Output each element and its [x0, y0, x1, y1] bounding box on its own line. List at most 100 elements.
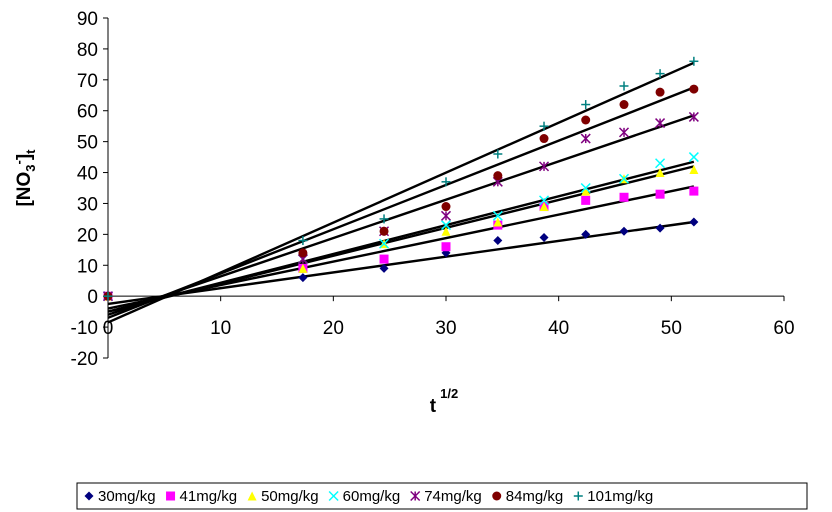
data-point [581, 186, 591, 196]
x-tick-label: 30 [435, 318, 456, 339]
x-tick-label: 50 [661, 318, 682, 339]
data-point [655, 189, 665, 199]
data-point [298, 248, 308, 258]
data-point [688, 152, 699, 163]
legend-box [76, 482, 808, 510]
y-tick-label: 10 [77, 256, 98, 277]
data-point [441, 242, 451, 252]
x-tick-label: 10 [210, 318, 231, 339]
x-tick-label: 0 [103, 318, 114, 339]
legend: 30mg/kg 41mg/kg 50mg/kg 60mg/kg 74mg/kg 84mg/… [84, 488, 653, 505]
data-point [655, 158, 666, 169]
legend-marker [492, 491, 502, 501]
legend-item: 41mg/kg [166, 488, 237, 505]
legend-item: 74mg/kg [410, 488, 482, 505]
x-tick-label: 20 [323, 318, 344, 339]
legend-item: 84mg/kg [492, 488, 563, 505]
legend-label: 74mg/kg [424, 488, 482, 505]
data-point [619, 192, 629, 202]
legend-marker [84, 491, 94, 501]
data-point [103, 291, 113, 301]
fit-lines [107, 61, 695, 324]
y-tick-label: -20 [71, 349, 98, 370]
data-point [689, 186, 699, 196]
data-point [379, 214, 389, 224]
data-point [298, 263, 308, 273]
data-point [538, 161, 550, 172]
y-tick-label: 50 [77, 133, 98, 154]
legend-marker [410, 490, 421, 502]
data-point [379, 238, 390, 249]
fit-line [107, 160, 695, 313]
data-point [539, 134, 549, 144]
data-point [581, 115, 591, 125]
legend-marker [328, 490, 339, 502]
data-point [493, 171, 503, 181]
legend-label: 41mg/kg [180, 488, 238, 505]
legend-item: 30mg/kg [84, 488, 156, 505]
data-point [655, 87, 665, 97]
legend-item: 101mg/kg [573, 488, 653, 505]
legend-label: 60mg/kg [343, 488, 401, 505]
data-point [580, 182, 591, 194]
legend-marker [166, 491, 176, 501]
data-point [655, 69, 665, 79]
legend-item: 50mg/kg [247, 488, 319, 505]
data-point [493, 236, 503, 246]
legend-item: 60mg/kg [328, 488, 401, 505]
y-axis-label: [NO3-]t [11, 149, 38, 207]
data-point [379, 226, 389, 236]
y-tick-label: 90 [77, 9, 98, 30]
y-tick-label: 0 [87, 287, 98, 308]
legend-label: 50mg/kg [261, 488, 319, 505]
data-point [581, 195, 591, 205]
data-point [298, 236, 308, 246]
legend-label: 101mg/kg [587, 488, 653, 505]
data-point [538, 195, 550, 206]
data-point [619, 226, 629, 236]
y-tick-label: 80 [77, 40, 98, 61]
data-point [655, 223, 665, 233]
legend-label: 84mg/kg [506, 488, 564, 505]
data-point [688, 111, 699, 122]
fit-line [107, 114, 695, 316]
data-point [539, 202, 549, 212]
data-point [441, 202, 451, 212]
legend-marker [573, 491, 583, 501]
data-point [493, 217, 503, 227]
data-point [492, 210, 503, 221]
data-points [102, 56, 699, 302]
data-point [618, 127, 630, 138]
fit-line [107, 220, 695, 306]
legend-marker [247, 491, 257, 501]
data-point [689, 56, 699, 66]
data-point [618, 173, 630, 184]
data-point [689, 84, 699, 94]
y-tick-label: -10 [71, 318, 98, 339]
x-tick-label: 40 [548, 318, 569, 339]
data-point [619, 81, 629, 91]
y-tick-label: 40 [77, 164, 98, 185]
x-tick-label: 60 [773, 318, 794, 339]
data-point [689, 217, 699, 227]
data-point [655, 168, 665, 178]
data-point [539, 121, 549, 131]
fit-line [107, 61, 695, 324]
legend-label: 30mg/kg [98, 488, 156, 505]
data-point [581, 229, 591, 239]
y-tick-label: 70 [77, 71, 98, 92]
y-tick-label: 30 [77, 194, 98, 215]
y-tick-label: 60 [77, 102, 98, 123]
data-point [440, 210, 452, 221]
data-point [539, 232, 549, 242]
data-point [655, 118, 666, 129]
data-point [440, 220, 452, 231]
data-point [581, 100, 591, 110]
x-axis-label: t1/2 [430, 386, 458, 417]
data-point [689, 164, 699, 174]
data-point [379, 263, 389, 273]
data-point [379, 254, 389, 264]
data-point [441, 177, 451, 187]
